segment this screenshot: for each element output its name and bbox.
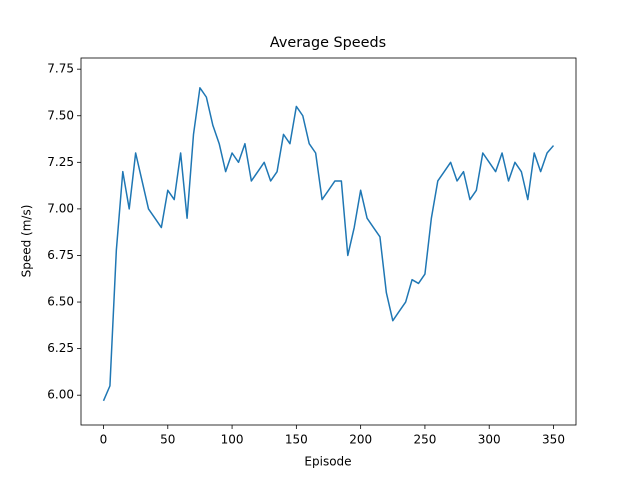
y-tick-label: 6.50 xyxy=(47,295,74,309)
y-tick-label: 7.50 xyxy=(47,108,74,122)
y-axis-label: Speed (m/s) xyxy=(20,205,34,278)
x-tick-label: 0 xyxy=(100,433,108,447)
x-axis-label: Episode xyxy=(304,455,351,469)
x-tick-label: 250 xyxy=(413,433,436,447)
x-tick-label: 350 xyxy=(542,433,565,447)
data-line xyxy=(102,87,555,402)
y-tick-label: 7.00 xyxy=(47,201,74,215)
y-tick-label: 6.00 xyxy=(47,388,74,402)
plot-frame xyxy=(80,57,577,426)
x-tick-label: 300 xyxy=(478,433,501,447)
x-tick-label: 200 xyxy=(349,433,372,447)
x-tick-label: 150 xyxy=(285,433,308,447)
x-tick-label: 100 xyxy=(221,433,244,447)
chart-title: Average Speeds xyxy=(270,35,386,51)
y-tick-label: 6.25 xyxy=(47,341,74,355)
y-tick-label: 7.25 xyxy=(47,155,74,169)
y-tick-label: 7.75 xyxy=(47,62,74,76)
y-tick-label: 6.75 xyxy=(47,248,74,262)
x-tick-label: 50 xyxy=(160,433,175,447)
